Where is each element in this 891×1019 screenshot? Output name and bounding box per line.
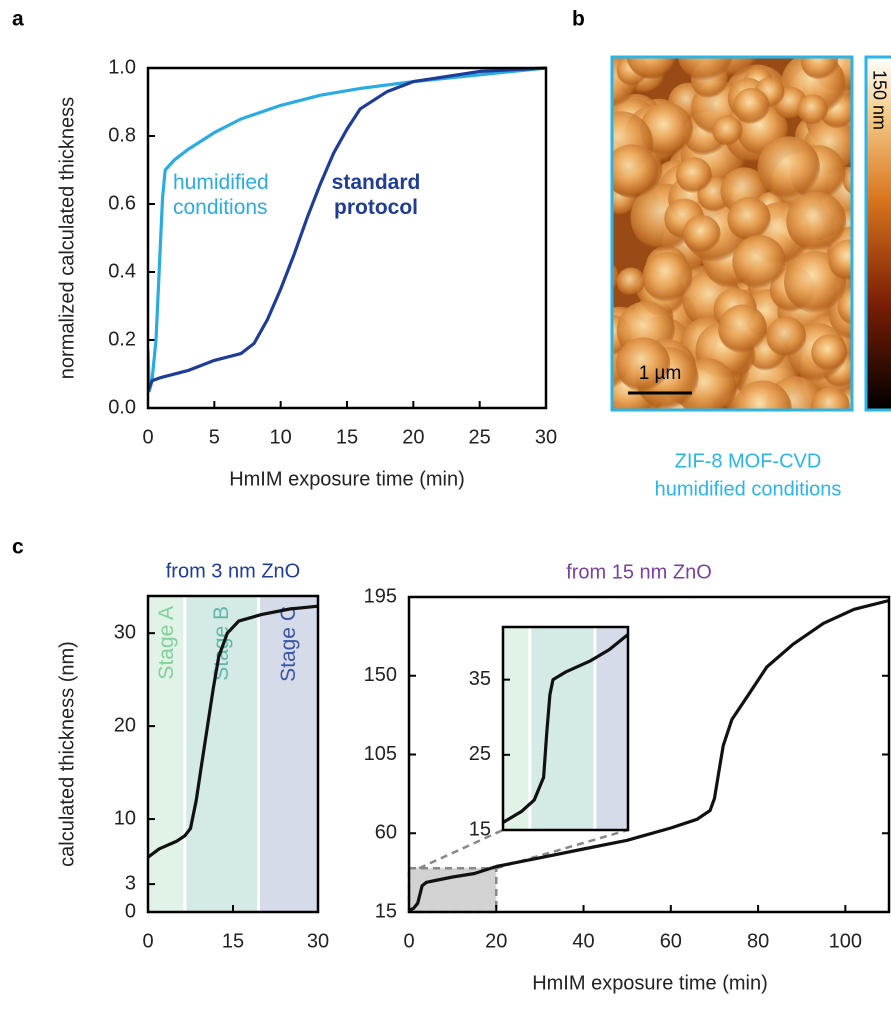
stage-region: [595, 627, 628, 830]
stage-label: Stage B: [210, 606, 233, 681]
afm-grain: [797, 94, 828, 125]
axes-frame: [148, 68, 546, 408]
stage-label: Stage C: [277, 606, 300, 682]
x-tick-label: 0: [142, 930, 153, 952]
afm-grain: [617, 268, 646, 297]
y-axis-label: normalized calculated thickness: [56, 97, 78, 379]
image-caption: ZIF-8 MOF-CVD: [675, 450, 822, 472]
panel-label: c: [12, 536, 24, 559]
x-tick-label: 25: [469, 426, 491, 448]
figure: a b c 150 nm 1 µm ZIF-8 MOF-CVD humidified con…: [0, 0, 891, 1019]
y-axis-label: calculated thickness (nm): [56, 641, 78, 867]
afm-grain: [733, 88, 769, 124]
x-tick-label: 0: [142, 426, 153, 448]
y-tick-label: 0.4: [108, 260, 136, 282]
stage-region: [530, 627, 595, 830]
afm-grain: [828, 240, 869, 281]
y-tick-label: 150: [364, 664, 397, 686]
y-tick-label: 0.6: [108, 192, 136, 214]
x-tick-label: 80: [747, 930, 769, 952]
series-label: standard protocol: [316, 170, 436, 220]
x-tick-label: 100: [829, 930, 862, 952]
data-line: [148, 68, 546, 391]
stage-region: [503, 627, 530, 830]
afm-grain: [718, 305, 767, 354]
y-tick-label: 0: [125, 900, 136, 922]
scale-bar-label: 1 µm: [639, 363, 682, 384]
afm-grain: [683, 215, 721, 253]
afm-grain: [757, 136, 820, 199]
afm-grain: [732, 235, 785, 288]
y-tick-label: 0.0: [108, 396, 136, 418]
panel-label: a: [12, 8, 24, 31]
afm-grain: [676, 157, 712, 193]
y-tick-label: 3: [125, 872, 136, 894]
x-tick-label: 60: [660, 930, 682, 952]
afm-grain: [585, 402, 621, 438]
panel-label: b: [572, 8, 585, 31]
y-tick-label: 30: [114, 621, 136, 643]
afm-grain: [727, 197, 770, 240]
image-caption: humidified conditions: [655, 478, 842, 500]
y-tick-label: 25: [469, 743, 491, 765]
x-tick-label: 5: [209, 426, 220, 448]
y-tick-label: 105: [364, 743, 397, 765]
y-tick-label: 15: [375, 900, 397, 922]
y-tick-label: 20: [114, 714, 136, 736]
stage-label: Stage A: [155, 606, 178, 680]
y-tick-label: 0.8: [108, 124, 136, 146]
x-tick-label: 20: [402, 426, 424, 448]
x-axis-label: HmIM exposure time (min): [532, 972, 768, 994]
afm-grain: [642, 252, 692, 302]
x-tick-label: 0: [403, 930, 414, 952]
afm-grain: [677, 25, 733, 81]
y-tick-label: 15: [469, 818, 491, 840]
x-tick-label: 15: [222, 930, 244, 952]
y-tick-label: 1.0: [108, 56, 136, 78]
series-label: humidified conditions: [173, 170, 298, 220]
x-tick-label: 10: [270, 426, 292, 448]
x-tick-label: 20: [485, 930, 507, 952]
x-tick-label: 15: [336, 426, 358, 448]
y-tick-label: 195: [364, 585, 397, 607]
afm-grain: [712, 116, 742, 146]
data-line: [148, 68, 546, 391]
colorbar-label: 150 nm: [869, 70, 889, 130]
y-tick-label: 0.2: [108, 328, 136, 350]
y-tick-label: 35: [469, 668, 491, 690]
chart-title: from 3 nm ZnO: [166, 560, 300, 582]
chart-title: from 15 nm ZnO: [566, 561, 712, 583]
afm-grain: [626, 28, 677, 79]
x-tick-label: 30: [307, 930, 329, 952]
afm-grain: [811, 334, 847, 370]
afm-grain: [766, 317, 806, 357]
figure-canvas: a b c 150 nm 1 µm ZIF-8 MOF-CVD humidified con…: [0, 0, 891, 1019]
y-tick-label: 60: [375, 822, 397, 844]
afm-grain: [811, 387, 850, 426]
x-tick-label: 40: [572, 930, 594, 952]
afm-grain: [801, 42, 838, 79]
x-axis-label: HmIM exposure time (min): [229, 468, 465, 490]
afm-grain: [786, 192, 846, 252]
y-tick-label: 10: [114, 807, 136, 829]
x-tick-label: 30: [535, 426, 557, 448]
